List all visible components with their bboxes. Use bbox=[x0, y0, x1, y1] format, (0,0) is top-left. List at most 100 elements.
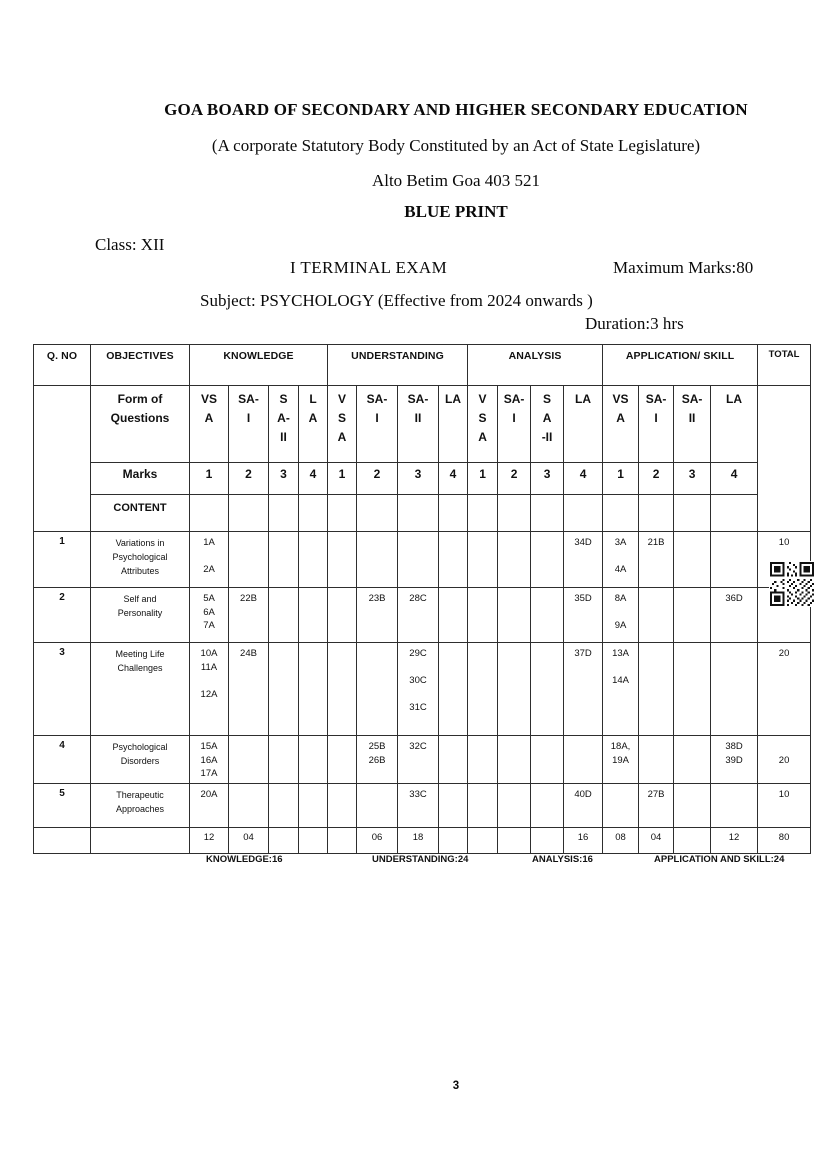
form-cell: VS A bbox=[602, 385, 640, 463]
question-row: 3 Meeting Life Challenges 10A 11A 12A 24… bbox=[33, 642, 812, 736]
mark-cell: 2 bbox=[356, 462, 399, 495]
form-cell: L A bbox=[297, 385, 329, 463]
data-cell: 15A 16A 17A bbox=[189, 735, 229, 784]
data-cell bbox=[673, 587, 712, 643]
data-cell: 5A 6A 7A bbox=[189, 587, 229, 643]
column-total-cell bbox=[497, 827, 532, 854]
data-cell: 22B bbox=[228, 587, 269, 643]
data-cell bbox=[297, 642, 329, 736]
q-number-cell: 4 bbox=[33, 735, 91, 784]
topic-cell: Meeting Life Challenges bbox=[90, 642, 190, 736]
grid-cell bbox=[33, 827, 91, 854]
data-cell: 38D 39D bbox=[710, 735, 759, 784]
form-cell: SA- I bbox=[638, 385, 675, 463]
mark-cell: 1 bbox=[327, 462, 358, 495]
summary-understanding: UNDERSTANDING:24 bbox=[372, 854, 469, 865]
q-number-cell: 1 bbox=[33, 531, 91, 588]
column-total-cell: 06 bbox=[356, 827, 399, 854]
data-cell bbox=[497, 587, 532, 643]
grid-cell bbox=[356, 494, 399, 532]
data-cell: 28C bbox=[397, 587, 440, 643]
data-cell bbox=[638, 735, 675, 784]
mark-cell: 4 bbox=[563, 462, 604, 495]
data-cell: 18A, 19A bbox=[602, 735, 640, 784]
data-cell: 34D bbox=[563, 531, 604, 588]
blueprint-table: Q. NO OBJECTIVES KNOWLEDGE UNDERSTANDING… bbox=[33, 344, 812, 854]
data-cell bbox=[356, 642, 399, 736]
grid-cell bbox=[438, 494, 469, 532]
board-title: GOA BOARD OF SECONDARY AND HIGHER SECOND… bbox=[164, 100, 748, 119]
data-cell bbox=[228, 783, 269, 828]
column-total-cell: 12 bbox=[189, 827, 229, 854]
data-cell bbox=[438, 642, 469, 736]
topic-cell: Self and Personality bbox=[90, 587, 190, 643]
data-cell bbox=[673, 531, 712, 588]
data-cell: 33C bbox=[397, 783, 440, 828]
qno-span-cell bbox=[33, 385, 91, 532]
data-cell: 3A 4A bbox=[602, 531, 640, 588]
exam-name: I TERMINAL EXAM bbox=[290, 258, 448, 277]
content-label-cell: CONTENT bbox=[90, 494, 190, 532]
data-cell: 36D bbox=[710, 587, 759, 643]
form-cell: SA- I bbox=[356, 385, 399, 463]
data-cell bbox=[497, 642, 532, 736]
data-cell bbox=[710, 642, 759, 736]
column-totals-row: 12 04 06 18 16 08 04 12 80 bbox=[33, 827, 812, 854]
grid-cell bbox=[602, 494, 640, 532]
data-cell: 1A 2A bbox=[189, 531, 229, 588]
form-cell: SA- I bbox=[228, 385, 269, 463]
mark-cell: 2 bbox=[497, 462, 532, 495]
question-row: 2 Self and Personality 5A 6A 7A 22B 23B … bbox=[33, 587, 812, 643]
mark-cell: 1 bbox=[467, 462, 499, 495]
mark-cell: 3 bbox=[268, 462, 299, 495]
question-row: 4 Psychological Disorders 15A 16A 17A 25… bbox=[33, 735, 812, 784]
row-total-cell: 20 bbox=[757, 642, 812, 736]
data-cell bbox=[467, 783, 499, 828]
marks-row: Marks 1 2 3 4 1 2 3 4 1 2 3 4 1 2 3 4 bbox=[34, 462, 811, 495]
marks-label-cell: Marks bbox=[90, 462, 190, 495]
class-line: Class: XII bbox=[95, 235, 165, 254]
data-cell bbox=[268, 642, 299, 736]
total-span-cell bbox=[757, 385, 812, 532]
grid-cell bbox=[497, 494, 532, 532]
data-cell bbox=[467, 642, 499, 736]
q-number-cell: 5 bbox=[33, 783, 91, 828]
column-total-cell: 12 bbox=[710, 827, 759, 854]
data-cell bbox=[673, 642, 712, 736]
data-cell bbox=[268, 783, 299, 828]
qno-header-cell: Q. NO bbox=[33, 344, 91, 386]
group-header-knowledge: KNOWLEDGE bbox=[188, 344, 329, 386]
objectives-header-cell: OBJECTIVES bbox=[90, 344, 190, 386]
board-address: Alto Betim Goa 403 521 bbox=[371, 171, 541, 190]
column-total-cell: 18 bbox=[397, 827, 440, 854]
mark-cell: 2 bbox=[228, 462, 269, 495]
data-cell: 25B 26B bbox=[356, 735, 399, 784]
content-row: CONTENT bbox=[34, 494, 811, 532]
form-cell: SA- I bbox=[497, 385, 532, 463]
grid-cell bbox=[228, 494, 269, 532]
form-cell: SA- II bbox=[397, 385, 440, 463]
data-cell: 35D bbox=[563, 587, 604, 643]
form-cell: VS A bbox=[189, 385, 229, 463]
summary-knowledge: KNOWLEDGE:16 bbox=[206, 854, 283, 865]
total-header-cell: TOTAL bbox=[757, 344, 812, 386]
data-cell bbox=[438, 531, 469, 588]
column-total-cell bbox=[327, 827, 358, 854]
grid-cell bbox=[530, 494, 565, 532]
data-cell bbox=[673, 735, 712, 784]
form-cell: LA bbox=[563, 385, 604, 463]
column-total-cell bbox=[673, 827, 712, 854]
data-cell bbox=[356, 531, 399, 588]
mark-cell: 1 bbox=[602, 462, 640, 495]
row-total-cell: 10 bbox=[757, 783, 812, 828]
data-cell bbox=[530, 735, 565, 784]
form-cell: S A- II bbox=[268, 385, 299, 463]
data-cell bbox=[327, 531, 358, 588]
data-cell bbox=[530, 531, 565, 588]
group-header-analysis: ANALYSIS bbox=[467, 344, 604, 386]
data-cell: 32C bbox=[397, 735, 440, 784]
column-total-cell bbox=[268, 827, 299, 854]
data-cell: 24B bbox=[228, 642, 269, 736]
grid-cell bbox=[268, 494, 299, 532]
